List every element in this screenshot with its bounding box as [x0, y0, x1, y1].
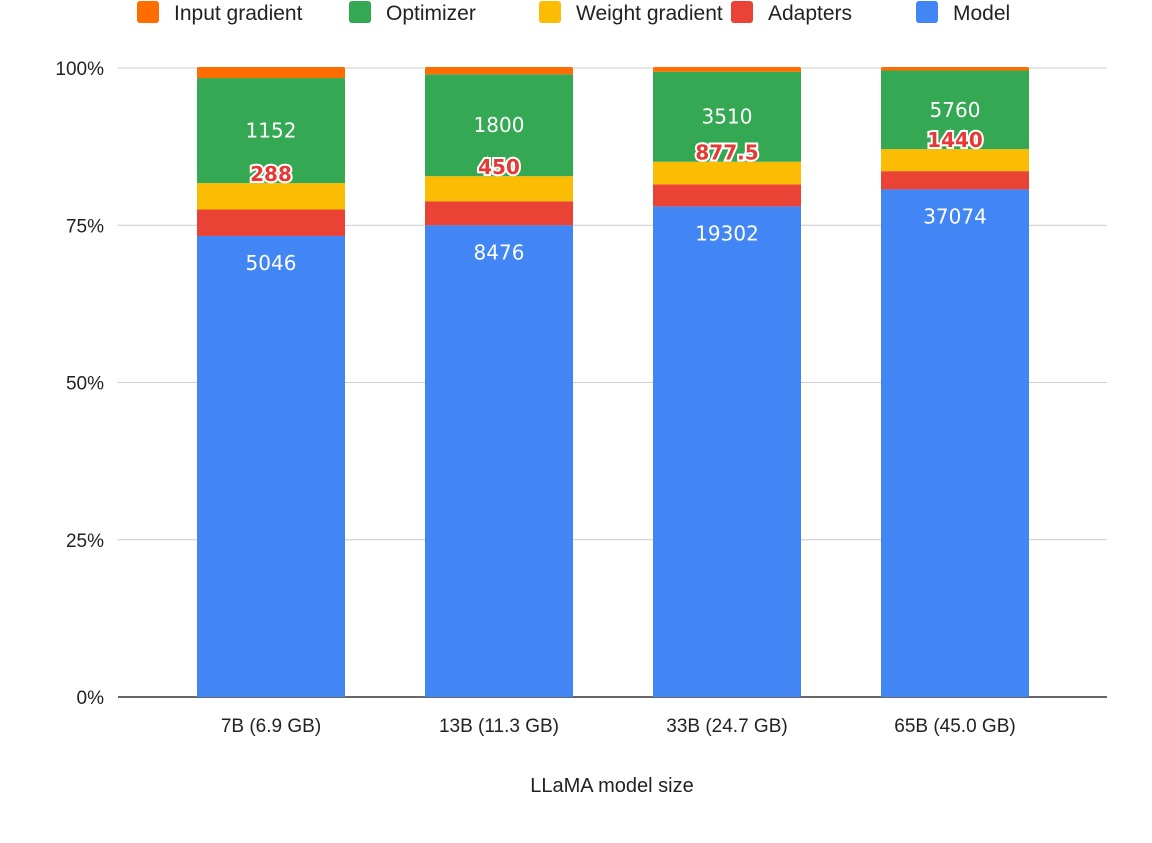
bar-segment-weight-gradient: [197, 183, 345, 210]
bar-segment-input-gradient: [197, 68, 345, 79]
bar-segment-optimizer: [881, 70, 1029, 150]
data-label-weight-gradient: 450: [478, 155, 520, 179]
legend-label: Optimizer: [386, 2, 476, 25]
bar-segment-model: [425, 225, 573, 697]
bars: [197, 67, 1029, 697]
data-label-model: 19302: [695, 221, 759, 245]
legend-item-adapters: Adapters: [731, 1, 852, 25]
bar-cap: [197, 67, 345, 70]
data-label-optimizer: 3510: [702, 105, 753, 129]
data-label-model: 5046: [246, 251, 297, 275]
legend-label: Model: [953, 2, 1010, 25]
data-label-weight-gradient: 288: [250, 162, 292, 186]
data-label-model: 37074: [923, 204, 987, 228]
bar-cap: [653, 67, 801, 70]
data-label-weight-gradient: 877.5: [695, 141, 758, 165]
bar-cap: [881, 67, 1029, 70]
bar-segment-weight-gradient: [425, 176, 573, 202]
legend: Input gradient Optimizer Weight gradient Ad…: [137, 1, 1010, 25]
legend-item-model: Model: [916, 1, 1010, 25]
data-label-model: 8476: [474, 240, 525, 264]
x-tick-label: 13B (11.3 GB): [439, 716, 559, 737]
bar-segment-weight-gradient: [653, 161, 801, 185]
legend-item-optimizer: Optimizer: [349, 1, 476, 25]
legend-swatch: [349, 1, 371, 23]
bar-group-33b-24-7-gb: [653, 67, 801, 697]
bar-segment-adapters: [881, 171, 1029, 190]
bar-segment-model: [197, 235, 345, 697]
bar-segment-weight-gradient: [881, 149, 1029, 172]
x-tick-label: 33B (24.7 GB): [666, 716, 787, 737]
y-tick-label: 100%: [55, 59, 104, 80]
legend-item-input-gradient: Input gradient: [137, 1, 303, 25]
legend-label: Input gradient: [174, 2, 303, 25]
legend-swatch: [539, 1, 561, 23]
x-axis-ticks: 7B (6.9 GB) 13B (11.3 GB) 33B (24.7 GB) 65B…: [221, 716, 1016, 737]
y-tick-label: 25%: [66, 531, 104, 552]
bar-segment-adapters: [653, 184, 801, 207]
bar-group-7b-6-9-gb: [197, 67, 345, 697]
data-labels: 5046 288 1152 8476 450 1800 19302 877.5 3510 3707…: [246, 98, 987, 275]
bar-group-13b-11-3-gb: [425, 67, 573, 697]
bar-cap: [425, 67, 573, 70]
legend-swatch: [137, 1, 159, 23]
bar-segment-adapters: [197, 209, 345, 236]
x-tick-label: 7B (6.9 GB): [221, 716, 321, 737]
bar-group-65b-45-0-gb: [881, 67, 1029, 697]
bar-segment-optimizer: [425, 74, 573, 177]
bar-segment-model: [881, 189, 1029, 697]
legend-label: Weight gradient: [576, 2, 723, 25]
data-label-weight-gradient: 1440: [927, 128, 983, 152]
legend-swatch: [731, 1, 753, 23]
legend-label: Adapters: [768, 2, 852, 25]
y-axis-ticks: 0% 25% 50% 75% 100%: [55, 59, 104, 709]
data-label-optimizer: 1800: [474, 113, 525, 137]
bar-segment-adapters: [425, 201, 573, 226]
x-tick-label: 65B (45.0 GB): [894, 716, 1015, 737]
data-label-optimizer: 5760: [930, 98, 981, 122]
y-tick-label: 0%: [77, 688, 105, 709]
x-axis-title: LLaMA model size: [530, 775, 693, 797]
data-label-optimizer: 1152: [246, 119, 297, 143]
legend-item-weight-gradient: Weight gradient: [539, 1, 723, 25]
bar-segment-input-gradient: [425, 68, 573, 75]
bar-segment-model: [653, 206, 801, 697]
bar-segment-optimizer: [653, 71, 801, 162]
legend-swatch: [916, 1, 938, 23]
y-tick-label: 75%: [66, 216, 104, 237]
bar-segment-optimizer: [197, 78, 345, 184]
y-tick-label: 50%: [66, 374, 104, 395]
